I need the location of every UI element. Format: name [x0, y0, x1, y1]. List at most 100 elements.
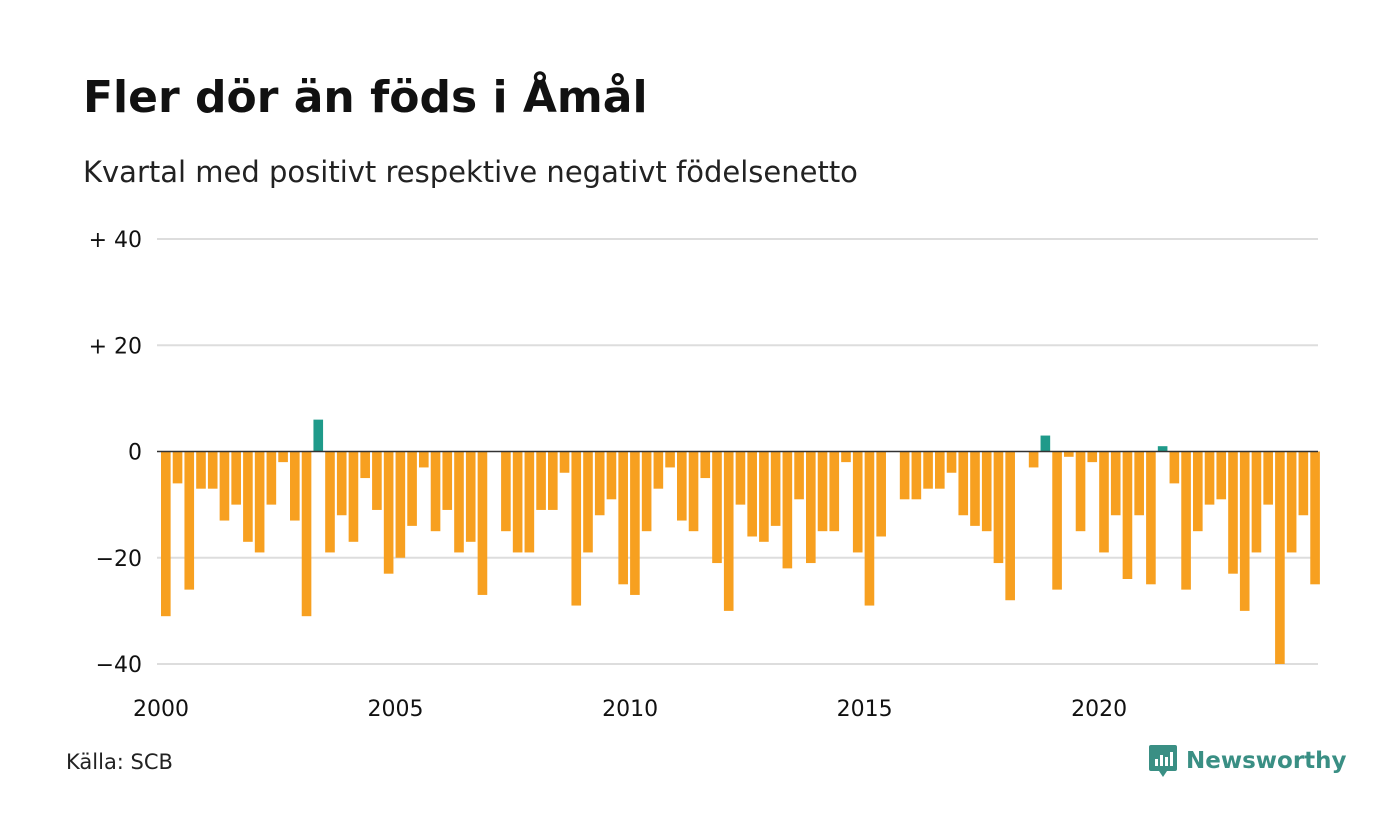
bar-negative: [841, 451, 851, 463]
bar-negative: [970, 451, 980, 526]
bar-negative: [817, 451, 828, 532]
bar-negative: [712, 451, 722, 564]
y-tick-label: 0: [128, 441, 142, 466]
bar-negative: [958, 451, 969, 516]
bar-negative: [1087, 451, 1098, 463]
bar-negative: [829, 451, 840, 532]
bar-negative: [301, 451, 312, 617]
bar-negative: [653, 451, 664, 489]
bar-negative: [1169, 451, 1180, 484]
bar-negative: [981, 451, 992, 532]
bar-negative: [395, 451, 406, 558]
bar-negative: [348, 451, 359, 542]
bar-negative: [278, 451, 288, 463]
bar-negative: [1216, 451, 1227, 500]
bar-negative: [735, 451, 746, 505]
bar-negative: [1286, 451, 1297, 553]
bar-positive: [1157, 446, 1168, 452]
bar-chart: + 40 + 20 0 −20 −40 2000 2005 2010 2015 2020: [89, 228, 1320, 722]
y-axis: + 40 + 20 0 −20 −40: [89, 228, 142, 678]
bar-negative: [594, 451, 605, 516]
x-tick-label: 2015: [837, 697, 893, 722]
bar-negative: [759, 451, 769, 542]
bars-layer: [161, 419, 1320, 664]
bar-negative: [1110, 451, 1121, 516]
bar-negative: [806, 451, 816, 564]
bar-negative: [1005, 451, 1015, 601]
x-tick-label: 2020: [1071, 697, 1127, 722]
y-tick-label: + 20: [89, 334, 142, 359]
bar-negative: [1298, 451, 1309, 516]
bar-negative: [1146, 451, 1156, 585]
bar-negative: [161, 451, 171, 617]
bar-negative: [430, 451, 441, 532]
bar-negative: [1064, 451, 1074, 457]
y-tick-label: −20: [96, 547, 142, 572]
bar-negative: [419, 451, 429, 468]
bar-negative: [1263, 451, 1273, 505]
bar-negative: [852, 451, 863, 553]
bar-negative: [290, 451, 300, 521]
bar-negative: [1181, 451, 1191, 590]
bar-negative: [1251, 451, 1262, 553]
bar-negative: [1075, 451, 1086, 532]
bar-negative: [794, 451, 804, 500]
bar-negative: [641, 451, 652, 532]
bar-negative: [899, 451, 910, 500]
bar-negative: [1193, 451, 1203, 532]
source-note: Källa: SCB: [66, 750, 173, 774]
bar-negative: [1310, 451, 1320, 585]
bar-negative: [1228, 451, 1238, 574]
bar-negative: [1204, 451, 1215, 505]
bar-positive: [313, 419, 324, 452]
bar-negative: [207, 451, 218, 489]
bar-negative: [1122, 451, 1133, 579]
bar-negative: [571, 451, 582, 606]
bar-negative: [665, 451, 675, 468]
bar-negative: [946, 451, 957, 473]
bar-negative: [1275, 451, 1285, 664]
bar-negative: [231, 451, 241, 505]
brand-logo: Newsworthy: [1148, 744, 1347, 778]
bar-negative: [336, 451, 347, 516]
bar-negative: [465, 451, 476, 542]
y-tick-label: + 40: [89, 228, 142, 253]
x-tick-label: 2005: [368, 697, 424, 722]
x-tick-label: 2000: [133, 697, 189, 722]
bar-negative: [559, 451, 570, 473]
bar-negative: [372, 451, 382, 510]
bar-negative: [454, 451, 464, 553]
brand-name: Newsworthy: [1186, 748, 1347, 774]
bar-negative: [512, 451, 523, 553]
bar-negative: [1052, 451, 1062, 590]
bar-negative: [935, 451, 945, 489]
chart-subtitle: Kvartal med positivt respektive negativt…: [83, 155, 858, 189]
bar-negative: [548, 451, 558, 510]
bar-negative: [172, 451, 183, 484]
y-tick-label: −40: [96, 653, 142, 678]
bar-negative: [524, 451, 535, 553]
bar-negative: [536, 451, 546, 510]
x-tick-label: 2010: [602, 697, 658, 722]
x-axis: 2000 2005 2010 2015 2020: [133, 697, 1127, 722]
bar-negative: [1134, 451, 1144, 516]
bar-negative: [923, 451, 933, 489]
bar-negative: [583, 451, 593, 553]
bar-negative: [1099, 451, 1109, 553]
bar-negative: [501, 451, 511, 532]
bar-negative: [630, 451, 640, 595]
bar-negative: [184, 451, 195, 590]
bar-negative: [782, 451, 793, 569]
bar-negative: [325, 451, 335, 553]
bar-negative: [993, 451, 1004, 564]
bar-negative: [723, 451, 734, 611]
bar-negative: [442, 451, 453, 510]
newsworthy-logo-icon: [1149, 745, 1177, 777]
bar-negative: [770, 451, 781, 526]
bar-negative: [618, 451, 628, 585]
bar-positive: [1040, 435, 1051, 452]
bar-negative: [383, 451, 394, 574]
bar-negative: [266, 451, 277, 505]
bar-negative: [606, 451, 617, 500]
bar-negative: [747, 451, 757, 537]
